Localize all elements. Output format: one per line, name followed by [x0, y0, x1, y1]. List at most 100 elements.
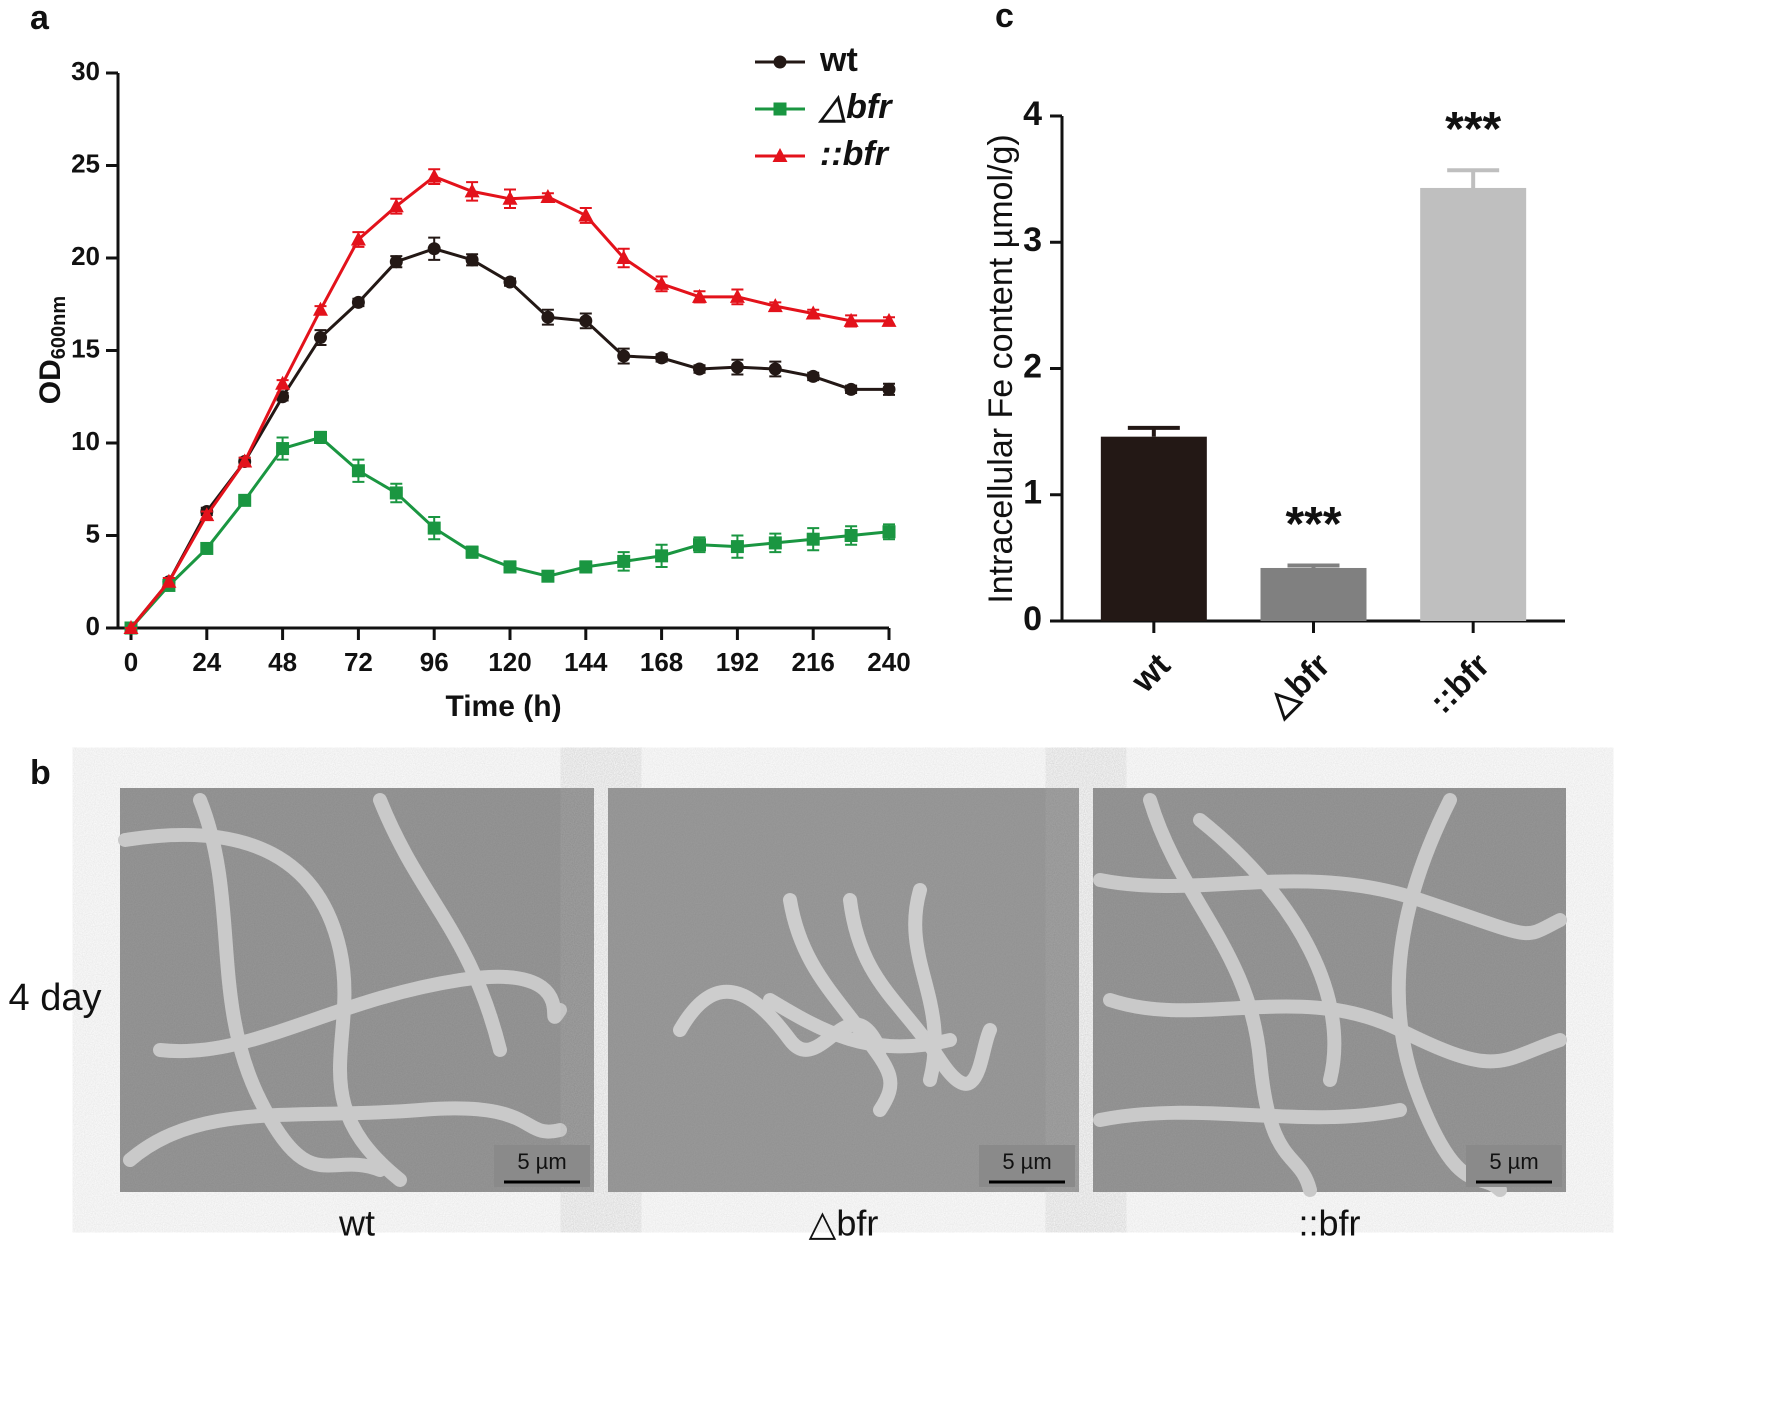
marker	[730, 540, 744, 554]
scale-bar-label: 5 µm	[1002, 1149, 1051, 1174]
marker	[578, 207, 594, 222]
marker	[655, 351, 669, 365]
marker	[502, 190, 518, 205]
marker	[426, 168, 442, 183]
panel-label: b	[30, 754, 51, 792]
panel-label: a	[30, 0, 50, 37]
marker	[351, 464, 365, 478]
y-tick-label: 0	[86, 611, 100, 641]
marker	[844, 382, 858, 396]
marker	[123, 620, 139, 634]
scale-bar-label: 5 µm	[517, 1149, 566, 1174]
y-tick-label: 4	[1023, 95, 1042, 133]
marker	[617, 349, 631, 363]
x-tick-label: 96	[420, 647, 449, 677]
y-tick-label: 0	[1023, 600, 1042, 638]
marker	[503, 560, 517, 574]
marker	[806, 532, 820, 546]
marker	[806, 369, 820, 383]
marker	[465, 545, 479, 559]
legend-marker	[773, 55, 787, 69]
micrograph	[1093, 788, 1567, 1197]
series-line	[129, 174, 889, 629]
micrograph-label: ::bfr	[1298, 1203, 1360, 1244]
marker	[579, 314, 593, 328]
micrograph	[608, 788, 1079, 1192]
x-tick-label: ::bfr	[1422, 646, 1497, 721]
marker	[882, 525, 896, 539]
x-tick-label: 144	[564, 647, 608, 677]
marker	[843, 312, 859, 327]
error-bar	[1447, 168, 1500, 188]
hyphae	[118, 793, 567, 1187]
marker	[464, 183, 480, 198]
micrograph-label: wt	[338, 1203, 375, 1244]
micrograph	[118, 788, 594, 1192]
marker	[616, 250, 632, 264]
marker	[275, 375, 291, 390]
y-axis-label: Intracellular Fe content µmol/g)	[982, 134, 1020, 603]
marker	[427, 242, 441, 256]
micrograph-label: △bfr	[809, 1203, 879, 1244]
legend-marker	[773, 102, 787, 116]
marker	[313, 301, 328, 316]
marker	[693, 538, 706, 552]
marker	[200, 541, 214, 555]
y-tick-label: 25	[71, 148, 100, 178]
error-bar	[1287, 563, 1340, 568]
y-axis-label-main: OD	[34, 359, 67, 404]
marker	[350, 231, 366, 246]
marker	[161, 573, 177, 588]
bar	[1260, 567, 1367, 621]
x-tick-label: 168	[640, 647, 683, 677]
y-tick-label: 15	[71, 333, 100, 363]
hyphae	[673, 883, 997, 1117]
panel-label: c	[995, 0, 1014, 35]
marker	[389, 255, 403, 269]
marker	[768, 536, 782, 550]
marker	[654, 275, 670, 290]
legend-label: △bfr	[817, 88, 893, 126]
y-tick-label: 10	[71, 426, 100, 456]
x-tick-label: 240	[867, 647, 910, 677]
marker	[276, 442, 290, 456]
marker	[237, 453, 253, 468]
x-tick-label: 48	[268, 647, 297, 677]
x-axis-label: Time (h)	[445, 690, 561, 723]
legend-marker	[772, 148, 788, 162]
marker	[579, 560, 593, 574]
image-texture	[608, 788, 1079, 1192]
x-tick-label: 72	[344, 647, 373, 677]
x-tick-label: 120	[488, 647, 531, 677]
marker	[541, 569, 555, 583]
x-tick-label: 24	[192, 647, 221, 677]
annotation: ***	[1285, 498, 1341, 551]
y-tick-label: 2	[1023, 347, 1042, 385]
marker	[730, 360, 744, 374]
legend-label: ::bfr	[820, 135, 890, 173]
marker	[351, 295, 365, 309]
marker	[388, 198, 404, 213]
marker	[541, 310, 555, 324]
y-tick-label: 5	[86, 518, 100, 548]
marker	[465, 253, 479, 267]
x-tick-label: wt	[1124, 646, 1178, 700]
y-axis-label-sub: 600nm	[48, 296, 70, 359]
marker	[314, 331, 327, 345]
scale-bar-label: 5 µm	[1489, 1149, 1538, 1174]
x-tick-label: 192	[716, 647, 759, 677]
series	[123, 168, 897, 634]
marker	[768, 362, 782, 376]
marker	[882, 382, 896, 396]
error-bar	[1127, 425, 1180, 437]
y-tick-label: 3	[1023, 221, 1042, 259]
marker	[729, 288, 745, 303]
y-tick-label: 1	[1023, 474, 1042, 512]
marker	[805, 305, 821, 320]
x-tick-label: △bfr	[1259, 646, 1337, 724]
marker	[199, 507, 215, 522]
marker	[881, 312, 897, 327]
scale-bar-bg	[1466, 1145, 1562, 1187]
y-tick-label: 20	[71, 241, 100, 271]
